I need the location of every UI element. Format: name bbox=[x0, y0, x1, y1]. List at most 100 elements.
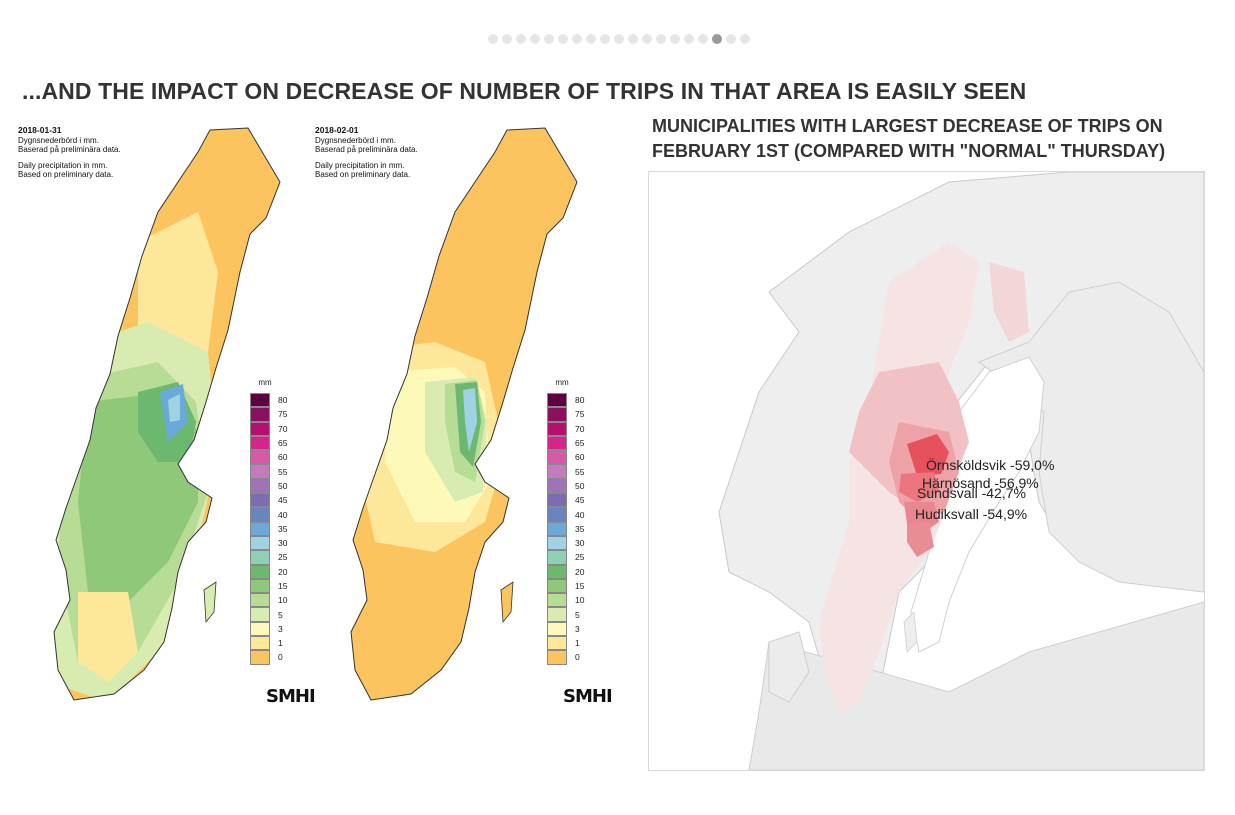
municipality-label-sundsvall: Sundsvall -42,7% bbox=[917, 485, 1026, 501]
legend-row: 55 bbox=[250, 464, 310, 479]
legend-value: 20 bbox=[278, 566, 288, 577]
legend-swatch bbox=[250, 636, 270, 651]
legend-value: 0 bbox=[575, 652, 580, 663]
carousel-dot[interactable] bbox=[684, 34, 694, 44]
legend-unit: mm bbox=[258, 378, 272, 387]
legend-swatch bbox=[547, 393, 567, 408]
carousel-dot[interactable] bbox=[726, 34, 736, 44]
precipitation-legend: mm 80 75 70 65 60 55 50 45 40 35 30 25 20 15 10 5 3 1 0 bbox=[250, 378, 310, 665]
legend-row: 40 bbox=[250, 507, 310, 522]
legend-swatch bbox=[250, 607, 270, 622]
legend-value: 10 bbox=[575, 595, 585, 606]
precipitation-map-2018-01-31: 2018-01-31 Dygnsnederbörd i mm. Baserad … bbox=[18, 122, 318, 712]
legend-swatch bbox=[547, 450, 567, 465]
legend-row: 0 bbox=[547, 650, 607, 665]
caption-en-2: Based on preliminary data. bbox=[315, 170, 411, 179]
legend-swatch bbox=[250, 407, 270, 422]
map-title-line-1: MUNICIPALITIES WITH LARGEST DECREASE OF … bbox=[652, 116, 1163, 136]
legend-swatch bbox=[547, 650, 567, 665]
carousel-dot[interactable] bbox=[670, 34, 680, 44]
legend-value: 40 bbox=[575, 509, 585, 520]
carousel-dot[interactable] bbox=[740, 34, 750, 44]
legend-swatch bbox=[547, 621, 567, 637]
carousel-dot[interactable] bbox=[698, 34, 708, 44]
legend-row: 65 bbox=[547, 435, 607, 451]
legend-value: 80 bbox=[278, 395, 288, 406]
legend-value: 75 bbox=[278, 409, 288, 420]
legend-swatch bbox=[250, 421, 270, 436]
carousel-dot[interactable] bbox=[614, 34, 624, 44]
legend-swatch bbox=[547, 421, 567, 436]
map-date: 2018-02-01 bbox=[315, 125, 359, 135]
legend-swatch bbox=[547, 535, 567, 551]
legend-value: 1 bbox=[278, 638, 283, 649]
carousel-dot[interactable] bbox=[488, 34, 498, 44]
legend-value: 75 bbox=[575, 409, 585, 420]
legend-value: 25 bbox=[575, 552, 585, 563]
legend-value: 5 bbox=[278, 609, 283, 620]
legend-row: 50 bbox=[547, 478, 607, 494]
trips-decrease-map[interactable]: Örnsköldsvik -59,0% Härnösand -56,9% Sun… bbox=[648, 171, 1205, 771]
municipality-label-harnosand: Härnösand -56,9% bbox=[922, 475, 1039, 491]
legend-swatch bbox=[547, 493, 567, 508]
carousel-dot[interactable] bbox=[600, 34, 610, 44]
map-title-line-2: FEBRUARY 1ST (COMPARED WITH "NORMAL" THU… bbox=[652, 141, 1166, 161]
legend-value: 70 bbox=[575, 423, 585, 434]
legend-value: 5 bbox=[575, 609, 580, 620]
legend-row: 60 bbox=[547, 450, 607, 465]
legend-value: 30 bbox=[575, 538, 585, 549]
legend-row: 1 bbox=[250, 636, 310, 651]
legend-row: 50 bbox=[250, 478, 310, 494]
legend-row: 3 bbox=[547, 621, 607, 637]
legend-swatch bbox=[250, 593, 270, 608]
carousel-dot[interactable] bbox=[628, 34, 638, 44]
legend-swatch bbox=[547, 464, 567, 479]
legend-swatch bbox=[250, 650, 270, 665]
legend-row: 15 bbox=[250, 578, 310, 594]
sweden-precip-map-image bbox=[53, 127, 281, 701]
map-date: 2018-01-31 bbox=[18, 125, 62, 135]
legend-row: 0 bbox=[250, 650, 310, 665]
carousel-dot[interactable] bbox=[544, 34, 554, 44]
legend-swatch bbox=[250, 493, 270, 508]
legend-swatch bbox=[547, 435, 567, 451]
carousel-dots bbox=[488, 34, 750, 44]
carousel-dot[interactable] bbox=[656, 34, 666, 44]
legend-swatch bbox=[250, 478, 270, 494]
legend-swatch bbox=[547, 636, 567, 651]
map-caption: 2018-01-31 Dygnsnederbörd i mm. Baserad … bbox=[18, 125, 121, 180]
legend-swatch bbox=[547, 521, 567, 536]
caption-sv-2: Baserad på preliminära data. bbox=[315, 145, 418, 154]
legend-swatch bbox=[250, 521, 270, 536]
legend-value: 25 bbox=[278, 552, 288, 563]
legend-rows: 80 75 70 65 60 55 50 45 40 35 30 25 20 15 10 5 3 1 0 bbox=[250, 393, 310, 665]
carousel-dot[interactable] bbox=[516, 34, 526, 44]
legend-swatch bbox=[547, 578, 567, 594]
legend-value: 50 bbox=[278, 480, 288, 491]
legend-value: 80 bbox=[575, 395, 585, 406]
map-caption: 2018-02-01 Dygnsnederbörd i mm. Baserad … bbox=[315, 125, 418, 180]
legend-row: 25 bbox=[250, 550, 310, 565]
carousel-dot[interactable] bbox=[558, 34, 568, 44]
caption-sv-2: Baserad på preliminära data. bbox=[18, 145, 121, 154]
legend-swatch bbox=[250, 578, 270, 594]
legend-row: 40 bbox=[547, 507, 607, 522]
carousel-dot[interactable] bbox=[712, 34, 722, 44]
carousel-dot[interactable] bbox=[586, 34, 596, 44]
legend-row: 15 bbox=[547, 578, 607, 594]
sweden-precip-map-image bbox=[350, 127, 578, 701]
legend-value: 3 bbox=[575, 623, 580, 634]
legend-value: 60 bbox=[278, 452, 288, 463]
carousel-dot[interactable] bbox=[502, 34, 512, 44]
smhi-logo: SMHI bbox=[266, 686, 316, 707]
legend-value: 3 bbox=[278, 623, 283, 634]
legend-row: 3 bbox=[250, 621, 310, 637]
legend-row: 75 bbox=[547, 407, 607, 422]
carousel-dot[interactable] bbox=[642, 34, 652, 44]
legend-swatch bbox=[250, 564, 270, 579]
carousel-dot[interactable] bbox=[530, 34, 540, 44]
legend-row: 20 bbox=[250, 564, 310, 579]
legend-row: 5 bbox=[547, 607, 607, 622]
carousel-dot[interactable] bbox=[572, 34, 582, 44]
legend-value: 50 bbox=[575, 480, 585, 491]
